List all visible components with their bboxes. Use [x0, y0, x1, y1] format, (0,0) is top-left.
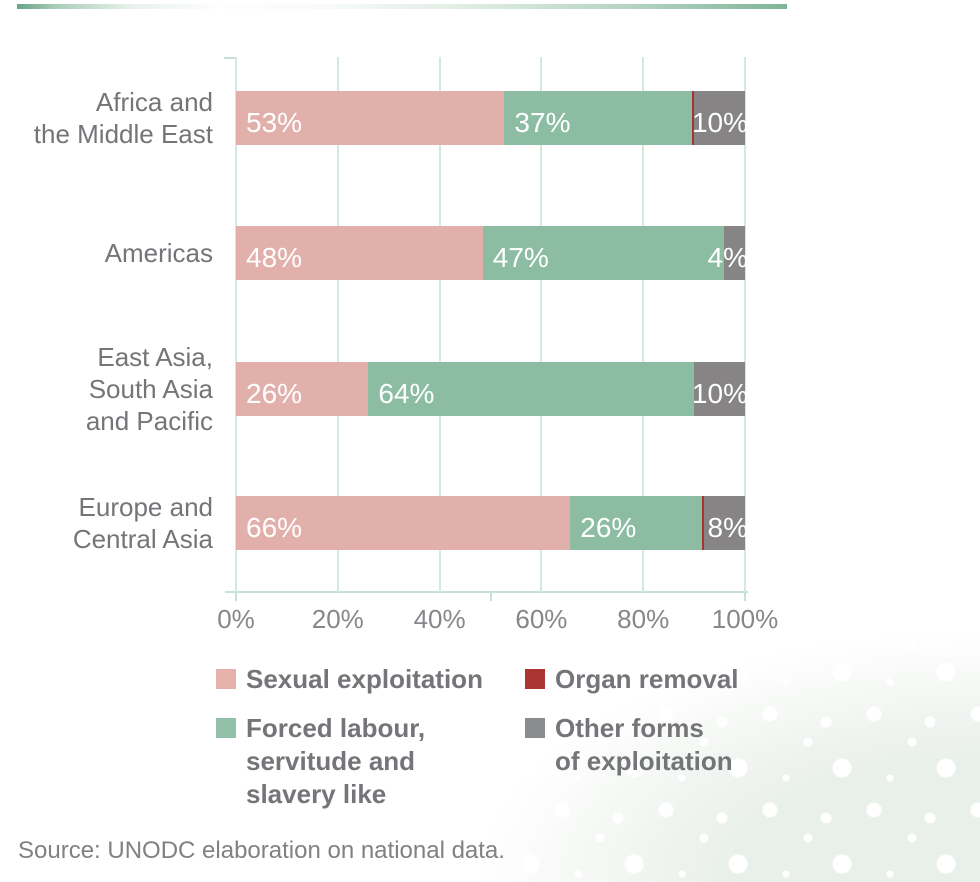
legend-swatch — [216, 718, 236, 738]
bar-row: 26% 64% 10% — [236, 362, 748, 416]
gridline — [336, 57, 339, 592]
bar-segment: 10% — [691, 91, 748, 145]
bar-value-label: 64% — [378, 378, 435, 409]
bar-value-label: 37% — [514, 107, 571, 138]
x-axis-major-tick — [744, 592, 746, 601]
category-label: Africa and the Middle East — [33, 87, 213, 149]
x-axis-tick-label: 40% — [413, 604, 466, 634]
bar-segment: 10% — [691, 362, 748, 416]
bar-segment: 37% — [504, 91, 692, 145]
legend-label: Organ removal — [555, 664, 739, 694]
x-axis-tick-label: 60% — [515, 604, 568, 634]
bar-row: 48% 47% 4% — [236, 226, 748, 280]
background-dots-texture — [340, 602, 980, 882]
gridline — [642, 57, 645, 592]
bar-segment — [701, 496, 705, 550]
bar-value-label: 8% — [707, 512, 748, 543]
gridline — [540, 57, 543, 592]
legend: Sexual exploitation Organ removal Forced l… — [216, 663, 739, 811]
x-axis-tick-label: 80% — [617, 604, 670, 634]
legend-label: Forced labour, servitude and slavery like — [246, 713, 426, 809]
legend-item: Other forms of exploitation — [525, 712, 739, 811]
category-label: Americas — [104, 238, 213, 268]
bar-row: 53% 37% 10% — [236, 91, 748, 145]
legend-label: Other forms of exploitation — [555, 713, 733, 776]
bar-segment: 53% — [236, 91, 505, 145]
bar-row: 66% 26% 8% — [236, 496, 748, 550]
bar-segment: 47% — [482, 226, 725, 280]
bar-value-label: 4% — [707, 242, 748, 273]
bar-value-label: 26% — [580, 512, 637, 543]
bar-segment: 48% — [236, 226, 483, 280]
top-accent-bar — [17, 4, 787, 9]
category-label: Europe and Central Asia — [72, 492, 213, 554]
bar-value-label: 10% — [691, 107, 748, 138]
bar-segment: 4% — [708, 226, 748, 280]
x-axis-tick-label: 100% — [711, 604, 779, 634]
y-axis-top-tick — [224, 57, 236, 59]
gridline — [235, 57, 237, 592]
x-axis-line — [225, 591, 748, 593]
category-label: East Asia, South Asia and Pacific — [85, 342, 213, 436]
legend-swatch — [216, 669, 236, 689]
bar-value-label: 47% — [492, 242, 549, 273]
x-axis-tick-label: 0% — [217, 604, 255, 634]
legend-swatch — [525, 718, 545, 738]
bar-value-label: 48% — [246, 242, 303, 273]
legend-swatch — [525, 669, 545, 689]
bar-value-label: 66% — [246, 512, 303, 543]
x-axis-major-tick — [235, 592, 237, 601]
x-axis-tick-label: 20% — [311, 604, 364, 634]
source-note: Source: UNODC elaboration on national da… — [18, 837, 505, 864]
bar-segment: 64% — [368, 362, 695, 416]
x-axis-major-tick — [489, 592, 492, 601]
bar-value-label: 53% — [246, 107, 303, 138]
plot-area: 53% 37% 10% 48% 47% 4% 26% 64% 10% 66% 26% 8% — [224, 57, 748, 601]
legend-label: Sexual exploitation — [246, 664, 483, 694]
bar-segment: 26% — [570, 496, 702, 550]
bar-value-label: 10% — [691, 378, 748, 409]
bar-value-label: 26% — [246, 378, 303, 409]
bar-segment: 66% — [236, 496, 571, 550]
legend-item: Forced labour, servitude and slavery like — [216, 712, 525, 811]
legend-item: Sexual exploitation — [216, 663, 525, 696]
bar-segment — [691, 91, 695, 145]
bar-segment: 8% — [704, 496, 748, 550]
bar-segment: 26% — [236, 362, 369, 416]
gridline — [744, 57, 746, 592]
legend-item: Organ removal — [525, 663, 739, 696]
gridline — [438, 57, 441, 592]
